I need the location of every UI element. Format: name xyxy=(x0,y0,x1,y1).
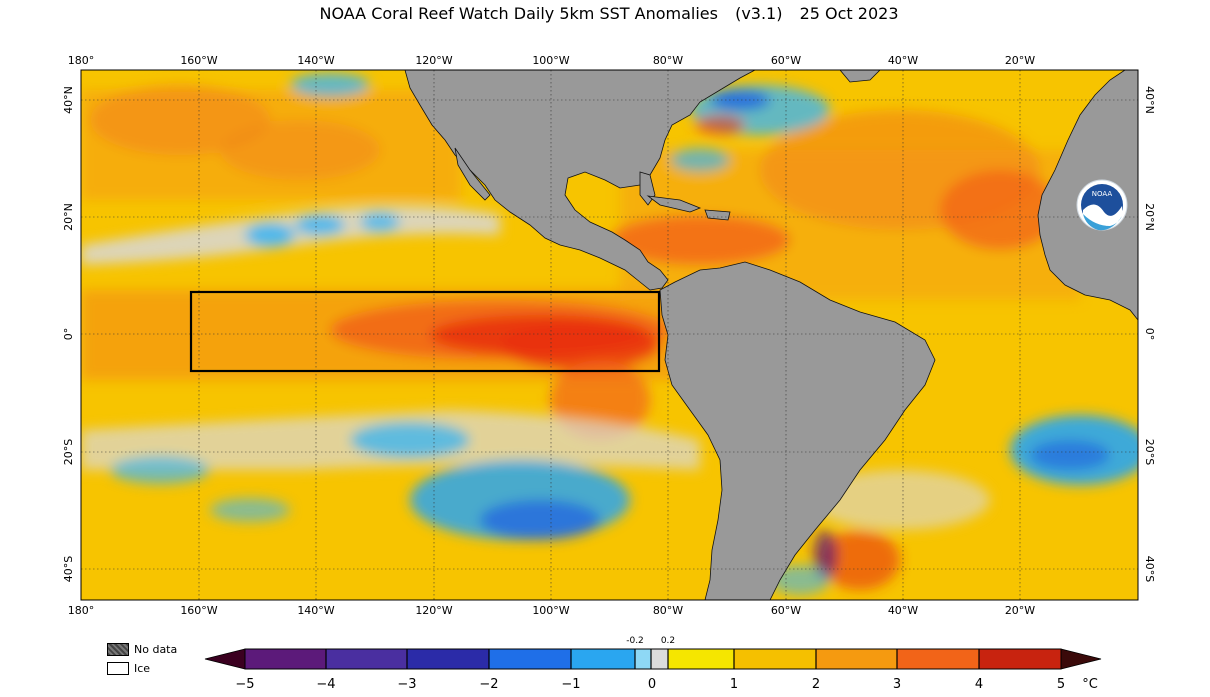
colorbar-segment xyxy=(979,649,1061,669)
colorbar-max-arrow xyxy=(1060,648,1102,670)
colorbar-tick-label: −4 xyxy=(316,677,335,692)
left-latitude-labels: 40°N 20°N 0° 20°S 40°S xyxy=(62,86,75,582)
colorbar-tick-label: 5 xyxy=(1057,677,1065,692)
bottom-longitude-labels: 180° 160°W 140°W 120°W 100°W 80°W 60°W 4… xyxy=(68,604,1036,617)
lon-label-top: 160°W xyxy=(180,54,217,67)
noaa-logo-text: NOAA xyxy=(1092,190,1113,198)
lon-label-bottom: 20°W xyxy=(1005,604,1035,617)
lon-label-bottom: 40°W xyxy=(888,604,918,617)
colorbar-tick-label: −5 xyxy=(235,677,254,692)
colorbar-neutral-segment xyxy=(651,649,668,669)
lon-label-top: 100°W xyxy=(532,54,569,67)
lon-label-bottom: 120°W xyxy=(415,604,452,617)
lon-label-bottom: 180° xyxy=(68,604,95,617)
ocean-field xyxy=(81,70,1138,600)
right-latitude-labels: 40°N 20°N 0° 20°S 40°S xyxy=(1143,86,1156,582)
graticule xyxy=(81,70,1138,600)
colorbar-segment xyxy=(326,649,407,669)
colorbar-segment xyxy=(407,649,489,669)
lat-label-left: 20°N xyxy=(62,203,75,231)
colorbar-tick-label: 4 xyxy=(975,677,983,692)
lat-label-right: 40°N xyxy=(1143,86,1156,114)
colorbar-segment xyxy=(734,649,816,669)
lon-label-bottom: 60°W xyxy=(771,604,801,617)
colorbar-tick-label: 2 xyxy=(812,677,820,692)
colorbar-segment xyxy=(635,649,651,669)
colorbar-unit: °C xyxy=(1082,677,1098,692)
title-date: 25 Oct 2023 xyxy=(799,4,899,23)
map-title: NOAA Coral Reef Watch Daily 5km SST Anom… xyxy=(0,4,1210,23)
no-data-label: No data xyxy=(134,643,178,656)
lon-label-bottom: 100°W xyxy=(532,604,569,617)
lon-label-top: 140°W xyxy=(297,54,334,67)
lat-label-right: 20°S xyxy=(1143,439,1156,465)
title-version: (v3.1) xyxy=(735,4,783,23)
lon-label-top: 60°W xyxy=(771,54,801,67)
no-data-swatch xyxy=(107,643,129,656)
ice-label: Ice xyxy=(134,662,151,675)
lat-label-left: 0° xyxy=(62,328,75,341)
nino-region-box xyxy=(189,290,661,373)
lon-label-bottom: 160°W xyxy=(180,604,217,617)
colorbar-segment xyxy=(489,649,571,669)
colorbar-min-arrow xyxy=(204,648,246,670)
colorbar-small-tick-label: 0.2 xyxy=(661,636,675,646)
title-main: NOAA Coral Reef Watch Daily 5km SST Anom… xyxy=(319,4,718,23)
lat-label-right: 40°S xyxy=(1143,556,1156,582)
lon-label-bottom: 140°W xyxy=(297,604,334,617)
lat-label-right: 0° xyxy=(1143,328,1156,341)
colorbar-segment xyxy=(245,649,326,669)
colorbar-tick-label: 0 xyxy=(648,677,656,692)
colorbar-tick-label: −3 xyxy=(397,677,416,692)
lon-label-top: 40°W xyxy=(888,54,918,67)
colorbar: −5 −4 −3 −2 −1 0 1 2 3 4 5 °C -0.2 0.2 xyxy=(204,636,1102,692)
colorbar-tick-label: 1 xyxy=(730,677,738,692)
ice-swatch xyxy=(107,662,129,675)
colorbar-segment xyxy=(668,649,734,669)
colorbar-segment xyxy=(816,649,897,669)
lon-label-top: 120°W xyxy=(415,54,452,67)
lon-label-top: 80°W xyxy=(653,54,683,67)
colorbar-small-tick-label: -0.2 xyxy=(626,636,644,646)
colorbar-segment xyxy=(571,649,635,669)
lon-label-top: 20°W xyxy=(1005,54,1035,67)
lon-label-bottom: 80°W xyxy=(653,604,683,617)
colorbar-segment xyxy=(897,649,979,669)
colorbar-tick-label: −1 xyxy=(561,677,580,692)
lon-label-top: 180° xyxy=(68,54,95,67)
colorbar-tick-label: 3 xyxy=(893,677,901,692)
lat-label-left: 40°S xyxy=(62,556,75,582)
lat-label-left: 40°N xyxy=(62,86,75,114)
colorbar-tick-label: −2 xyxy=(479,677,498,692)
lat-label-right: 20°N xyxy=(1143,203,1156,231)
noaa-logo-icon: NOAA xyxy=(1076,179,1128,231)
map-frame xyxy=(80,69,1139,601)
top-longitude-labels: 180° 160°W 140°W 120°W 100°W 80°W 60°W 4… xyxy=(68,54,1036,67)
lat-label-left: 20°S xyxy=(62,439,75,465)
